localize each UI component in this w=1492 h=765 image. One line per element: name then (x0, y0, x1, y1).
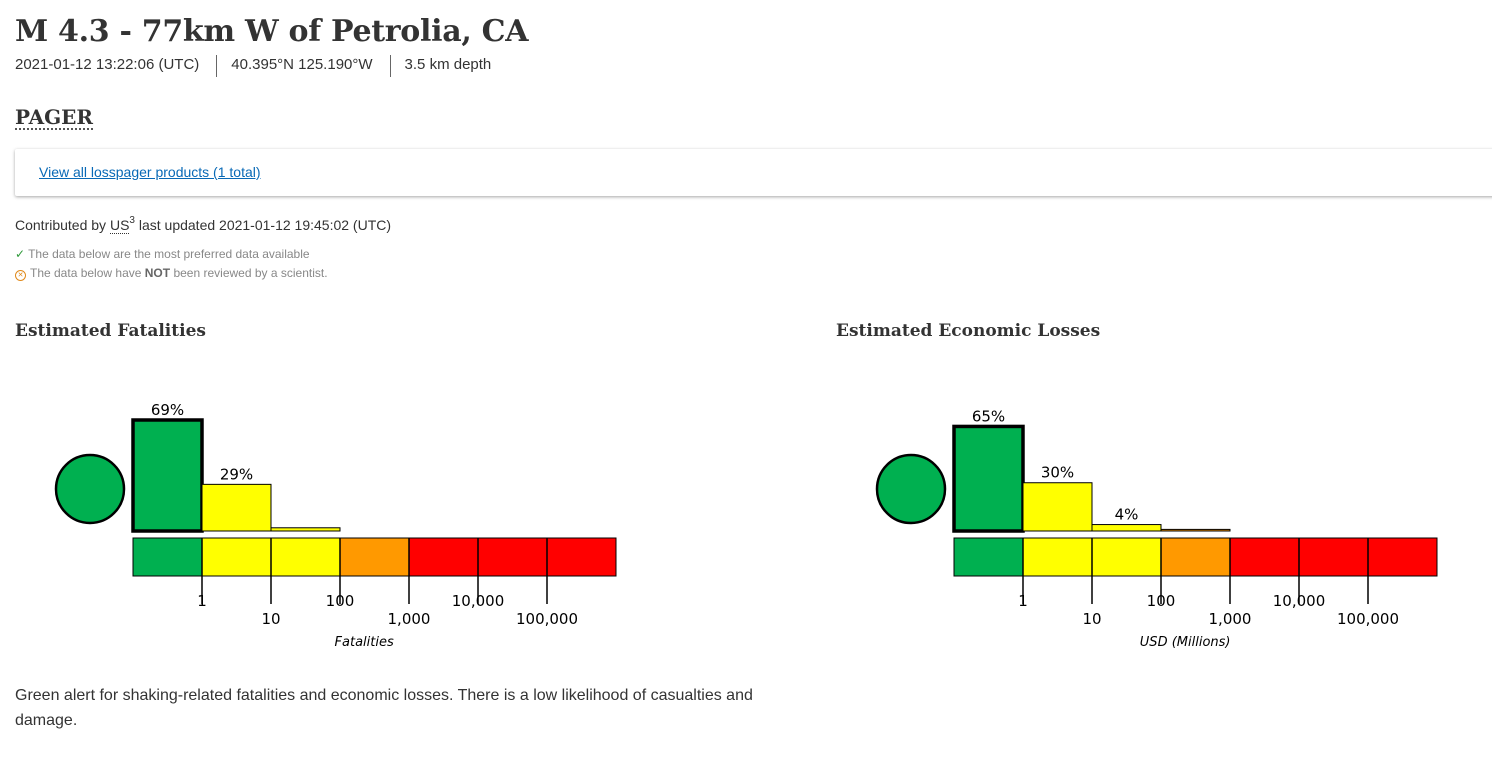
preferred-note-text: The data below are the most preferred da… (28, 247, 310, 261)
tick-label: 10 (1082, 610, 1101, 628)
event-meta: 2021-01-12 13:22:06 (UTC) 40.395°N 125.1… (15, 55, 491, 77)
scale-segment (270, 537, 341, 577)
scale-segment (1022, 537, 1093, 577)
last-updated: last updated 2021-01-12 19:45:02 (UTC) (138, 217, 392, 233)
bar-label: 4% (1115, 506, 1139, 524)
review-note-bold: NOT (144, 266, 171, 280)
event-time: 2021-01-12 13:22:06 (UTC) (15, 56, 200, 73)
contributor-line: Contributed by US3 last updated 2021-01-… (15, 215, 392, 234)
histogram-bar (1022, 482, 1093, 532)
alert-summary: Green alert for shaking-related fataliti… (15, 687, 753, 729)
contributor-abbr[interactable]: US (109, 217, 130, 234)
scale-segment (408, 537, 479, 577)
tick-label: 100 (1147, 592, 1176, 610)
scale-segment (132, 537, 203, 577)
scale-segment (1091, 537, 1162, 577)
warning-icon: ✕ (15, 270, 26, 281)
histogram-bar (952, 424, 1025, 533)
scale-segment (1229, 537, 1300, 577)
products-card: View all losspager products (1 total) (15, 149, 1492, 196)
bar-label: 30% (1041, 464, 1074, 482)
tick-label: 1 (197, 592, 207, 610)
tick-label: 10,000 (1273, 592, 1326, 610)
tick-label: 100,000 (516, 610, 578, 628)
axis-label: USD (Millions) (1140, 635, 1231, 650)
tick-label: 1,000 (388, 610, 431, 628)
histogram-bar (270, 527, 341, 532)
tick-label: 10 (261, 610, 280, 628)
alert-level-circle (54, 453, 126, 525)
tick-label: 1 (1018, 592, 1028, 610)
review-note: ✕ The data below have NOT been reviewed b… (15, 266, 328, 281)
histogram-bar (131, 418, 204, 533)
divider (216, 55, 218, 77)
scale-segment (1367, 537, 1438, 577)
economic-chart-title: Estimated Economic Losses (836, 321, 1101, 341)
review-note-pre: The data below have (30, 266, 142, 280)
tick-label: 10,000 (452, 592, 505, 610)
bar-label: 69% (151, 401, 184, 419)
scale-segment (546, 537, 617, 577)
divider (389, 55, 391, 77)
alert-level-circle (875, 453, 947, 525)
event-location: 40.395°N 125.190°W (231, 56, 373, 73)
scale-segment (1160, 537, 1231, 577)
event-title: M 4.3 - 77km W of Petrolia, CA (15, 14, 529, 49)
tick-label: 100 (326, 592, 355, 610)
review-note-post: been reviewed by a scientist. (173, 266, 328, 280)
contributor-sup: 3 (129, 215, 135, 226)
tick-label: 1,000 (1209, 610, 1252, 628)
scale-segment (339, 537, 410, 577)
check-icon: ✓ (15, 247, 26, 261)
fatalities-chart-title: Estimated Fatalities (15, 321, 206, 341)
scale-segment (953, 537, 1024, 577)
preferred-note: ✓ The data below are the most preferred d… (15, 247, 310, 261)
histogram-bar (201, 483, 272, 532)
histogram-bar (1160, 528, 1231, 532)
contributed-by-label: Contributed by (15, 217, 107, 233)
scale-segment (1298, 537, 1369, 577)
economic-losses-histogram: 65% 30% 4% 1 10 100 1,000 10,000 100,000 USD (Mil… (875, 407, 1438, 650)
bar-label: 29% (220, 465, 253, 483)
section-title[interactable]: PAGER (15, 105, 94, 130)
scale-segment (477, 537, 548, 577)
bar-label: 65% (972, 407, 1005, 425)
fatalities-histogram: 69% 29% 1 10 100 1,000 10,000 100,000 Fatalities (54, 401, 617, 650)
tick-label: 100,000 (1337, 610, 1399, 628)
view-all-products-link[interactable]: View all losspager products (1 total) (39, 164, 261, 180)
event-depth: 3.5 km depth (404, 56, 492, 73)
histogram-bar (1091, 524, 1162, 532)
axis-label: Fatalities (335, 635, 394, 650)
scale-segment (201, 537, 272, 577)
